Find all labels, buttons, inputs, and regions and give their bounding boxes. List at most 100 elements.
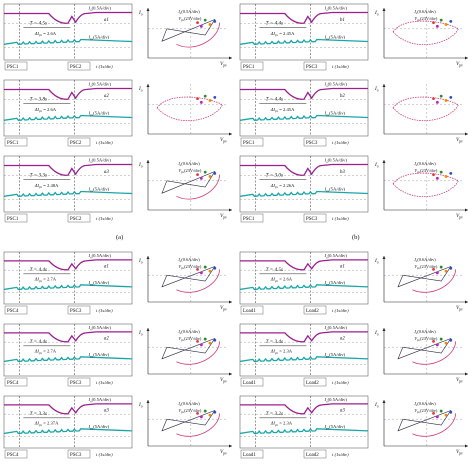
ipv-scale-label: Ipv(5A/div) [87, 111, 109, 117]
figure-quadrant: Io(0.5A/div) a1 T = 4.4s ΔIpv = 2.7A Ipv(5A/… [3, 251, 232, 459]
left-tag-box [240, 449, 264, 459]
operating-point-marker [213, 19, 217, 23]
operating-point-marker [444, 175, 448, 178]
operating-point-marker [196, 340, 199, 343]
y-axis-label: Io [138, 330, 143, 336]
left-tag-box [4, 449, 28, 459]
operating-point-marker [199, 176, 203, 180]
y-axis-arrow [146, 400, 150, 403]
x-axis-label: Vpv [456, 305, 463, 311]
y-axis-arrow [382, 84, 386, 87]
operating-point-marker [449, 171, 453, 175]
y-axis-arrow [382, 400, 386, 403]
left-tag-box [4, 137, 28, 147]
right-tag-box [67, 137, 91, 147]
ipv-scale-label: Ipv(5A/div) [87, 352, 109, 358]
operating-point-marker [432, 97, 435, 100]
x-axis-label: Vpv [456, 137, 463, 143]
left-tag-box [240, 213, 264, 223]
ipv-scale-label: Ipv(5A/div) [323, 280, 345, 286]
time-scale-label: t (1s/div) [332, 308, 349, 313]
io-trace [4, 87, 132, 100]
subfigure-label: (b) [352, 234, 360, 241]
trajectory-curve [176, 174, 220, 200]
y-axis-arrow [146, 328, 150, 331]
left-condition-tag: PSC4 [7, 381, 19, 386]
y-axis-label: Io [374, 330, 379, 336]
y-axis-label: Io [138, 402, 143, 408]
x-axis-label: Vpv [220, 213, 227, 219]
io-trace [4, 331, 132, 343]
period-label: T = 3.4s [266, 338, 283, 345]
y-axis-label: Io [138, 10, 143, 16]
left-condition-tag: PSC1 [7, 217, 19, 222]
operating-point-marker [203, 265, 207, 269]
operating-point-marker [208, 413, 212, 417]
delta-ipv-label: ΔIpv = 2.26A [270, 183, 295, 189]
period-label: T = 4.4s [266, 96, 283, 103]
subplot-label: b2 [340, 94, 346, 99]
time-scale-label: t (1s/div) [332, 64, 349, 69]
right-condition-tag: PSC3 [306, 141, 318, 146]
y-axis-arrow [382, 160, 386, 163]
x-axis-arrow [465, 444, 468, 448]
period-label: T = 3.3s [30, 411, 47, 417]
left-tag-box [240, 61, 264, 71]
x-axis-arrow [465, 56, 468, 60]
delta-ipv-label: ΔIpv = 2.7A [34, 277, 57, 283]
operating-point-marker [439, 409, 443, 413]
y-axis-label: Io [138, 162, 143, 168]
ipv-trace [3, 38, 133, 45]
subplot-label: a1 [104, 265, 109, 270]
ipv-trace [239, 190, 369, 197]
xy-legend-io: Io(0.6A/div) [413, 401, 436, 407]
time-scale-label: t (1s/div) [332, 140, 349, 145]
trajectory-loop [156, 96, 224, 122]
io-trace [4, 259, 132, 271]
subplot-label: a3 [104, 170, 110, 175]
io-trace [4, 163, 132, 176]
operating-point-marker [435, 100, 439, 104]
period-label: T = 3.2s [266, 411, 283, 417]
y-axis-arrow [146, 84, 150, 87]
left-tag-box [4, 305, 28, 315]
operating-point-marker [208, 23, 212, 26]
right-condition-tag: Load2 [306, 381, 319, 386]
operating-point-marker [196, 173, 199, 177]
left-condition-tag: PSC1 [7, 141, 19, 146]
right-tag-box [67, 449, 91, 459]
xy-legend-vpv: Vpv(23V/div) [414, 16, 438, 22]
right-tag-box [303, 137, 327, 147]
right-condition-tag: Load2 [306, 453, 319, 458]
y-axis-arrow [146, 160, 150, 163]
trajectory-loop [392, 20, 460, 46]
operating-point-marker [444, 341, 448, 345]
x-axis-label: Vpv [456, 213, 463, 219]
x-axis-arrow [229, 444, 232, 448]
operating-point-marker [432, 173, 435, 177]
y-axis-label: Io [138, 86, 143, 92]
io-trace [240, 163, 368, 176]
io-trace [240, 11, 368, 24]
xy-legend-vpv: Vpv(23V/div) [178, 336, 202, 342]
delta-ipv-label: ΔIpv = 2.37A [34, 421, 59, 427]
ipv-scale-label: Ipv(5A/div) [323, 111, 345, 117]
ipv-scale-label: Ipv(5A/div) [87, 35, 109, 41]
ipv-trace [3, 284, 133, 291]
left-condition-tag: Load1 [243, 381, 256, 386]
xy-legend-vpv: Vpv(23V/div) [178, 168, 202, 174]
io-scale-label: Io(0.5A/div) [87, 158, 111, 164]
right-tag-box [303, 213, 327, 223]
right-condition-tag: PSC3 [70, 309, 82, 314]
ipv-trace [3, 428, 133, 435]
right-tag-box [67, 61, 91, 71]
left-tag-box [4, 377, 28, 387]
operating-point-marker [439, 265, 443, 269]
xy-legend-vpv: Vpv(23V/div) [414, 264, 438, 270]
operating-point-marker [199, 271, 203, 275]
time-scale-label: t (1s/div) [332, 380, 349, 385]
trajectory-loop [392, 172, 460, 198]
x-axis-arrow [465, 132, 468, 136]
x-axis-arrow [465, 372, 468, 376]
left-condition-tag: Load1 [243, 453, 256, 458]
